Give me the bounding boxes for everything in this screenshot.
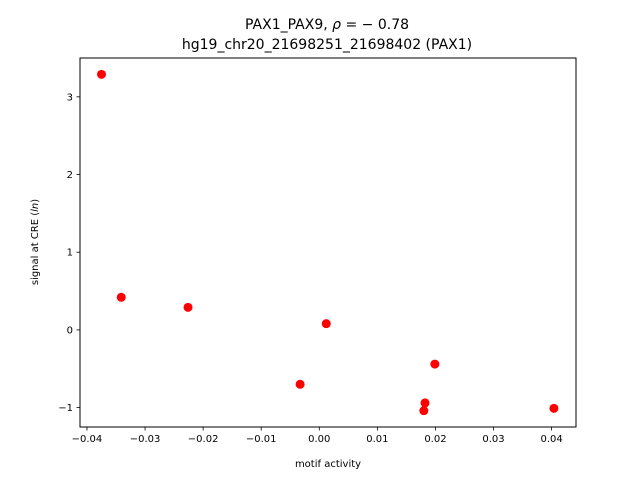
- x-tick-label: 0.01: [366, 434, 388, 445]
- data-point: [96, 69, 106, 79]
- chart-title-line1: PAX1_PAX9, ρ = − 0.78: [245, 17, 409, 33]
- y-tick-label: 2: [67, 170, 73, 181]
- x-tick-label: −0.01: [246, 434, 277, 445]
- y-tick-label: 1: [67, 248, 73, 259]
- axis-ticks: −0.04 −0.03 −0.02 −0.01 0.00 0.01 0.02 0.03 0.04…: [58, 92, 562, 445]
- plot-area: [79, 57, 577, 428]
- x-tick-label: −0.03: [130, 434, 161, 445]
- x-tick-label: −0.02: [188, 434, 219, 445]
- y-tick-label: −1: [58, 403, 73, 414]
- data-point: [430, 359, 440, 369]
- x-tick-label: 0.02: [424, 434, 446, 445]
- data-point: [116, 292, 126, 302]
- data-point: [549, 403, 559, 413]
- data-point: [183, 302, 193, 312]
- x-axis-label: motif activity: [295, 459, 361, 470]
- y-tick-label: 3: [67, 92, 73, 103]
- y-axis-label: signal at CRE (ln): [30, 199, 41, 285]
- x-tick-label: 0.03: [482, 434, 504, 445]
- data-point: [419, 406, 429, 416]
- data-points: [96, 69, 559, 416]
- x-tick-label: 0.00: [308, 434, 330, 445]
- data-point: [295, 379, 305, 389]
- data-point: [321, 319, 331, 329]
- chart-title-line2: hg19_chr20_21698251_21698402 (PAX1): [182, 37, 472, 53]
- x-tick-label: 0.04: [540, 434, 562, 445]
- y-tick-label: 0: [67, 325, 73, 336]
- data-point: [420, 398, 430, 408]
- x-tick-label: −0.04: [72, 434, 103, 445]
